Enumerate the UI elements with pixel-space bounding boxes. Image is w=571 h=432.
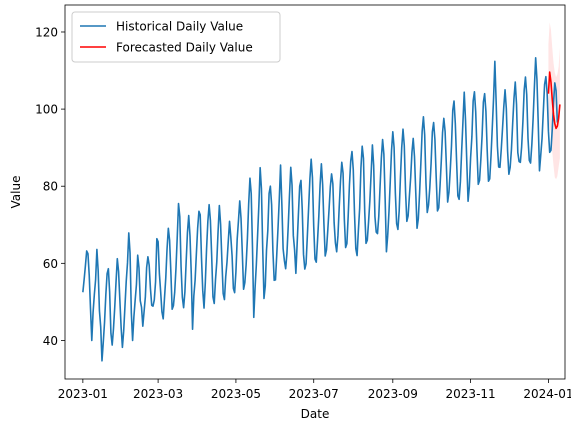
x-tick-label: 2023-09 bbox=[368, 387, 418, 401]
legend-label-historical: Historical Daily Value bbox=[116, 20, 243, 34]
plot-area bbox=[82, 22, 561, 362]
series-line-historical bbox=[82, 57, 559, 362]
legend-box bbox=[71, 11, 281, 63]
x-tick-label: 2024-01 bbox=[523, 387, 571, 401]
x-tick-label: 2023-01 bbox=[58, 387, 108, 401]
y-tick-label: 80 bbox=[43, 180, 58, 194]
y-tick-label: 120 bbox=[35, 25, 58, 39]
x-axis: 2023-01 2023-03 2023-05 2023-07 2023-09 2023-… bbox=[58, 379, 571, 401]
y-axis-label: Value bbox=[9, 176, 23, 209]
x-axis-label: Date bbox=[301, 407, 330, 421]
x-tick-label: 2023-05 bbox=[211, 387, 261, 401]
y-axis: 40 60 80 100 120 bbox=[35, 25, 65, 348]
x-tick-label: 2023-03 bbox=[133, 387, 183, 401]
series-line-forecast bbox=[547, 71, 561, 130]
x-tick-label: 2023-11 bbox=[446, 387, 496, 401]
y-tick-label: 60 bbox=[43, 257, 58, 271]
legend: Historical Daily Value Forecasted Daily … bbox=[71, 11, 281, 63]
axes-frame bbox=[64, 4, 566, 380]
y-tick-label: 100 bbox=[35, 103, 58, 117]
legend-label-forecast: Forecasted Daily Value bbox=[116, 41, 253, 55]
x-tick-label: 2023-07 bbox=[289, 387, 339, 401]
y-tick-label: 40 bbox=[43, 334, 58, 348]
